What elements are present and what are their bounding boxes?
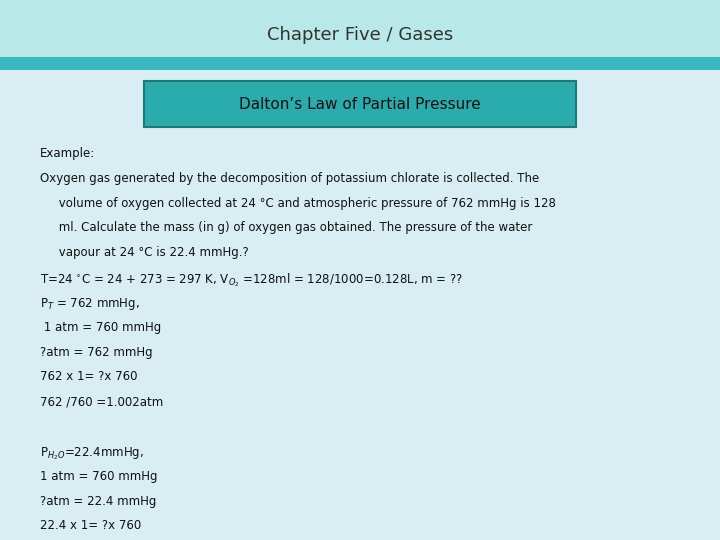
Bar (0, 57, 720, 70)
Text: 1 atm = 760 mmHg: 1 atm = 760 mmHg (40, 470, 157, 483)
Bar (0, 0, 720, 70)
Text: ?atm = 762 mmHg: ?atm = 762 mmHg (40, 346, 152, 359)
Text: P$_T$ = 762 mmHg,: P$_T$ = 762 mmHg, (40, 296, 140, 312)
Text: ml. Calculate the mass (in g) of oxygen gas obtained. The pressure of the water: ml. Calculate the mass (in g) of oxygen … (40, 221, 532, 234)
Text: Example:: Example: (40, 147, 95, 160)
Text: Oxygen gas generated by the decomposition of potassium chlorate is collected. Th: Oxygen gas generated by the decompositio… (40, 172, 539, 185)
Text: 1 atm = 760 mmHg: 1 atm = 760 mmHg (40, 321, 161, 334)
Text: 22.4 x 1= ?x 760: 22.4 x 1= ?x 760 (40, 519, 141, 532)
Text: P$_{H_{2}O}$=22.4mmHg,: P$_{H_{2}O}$=22.4mmHg, (40, 445, 143, 462)
Text: vapour at 24 °C is 22.4 mmHg.?: vapour at 24 °C is 22.4 mmHg.? (40, 246, 248, 259)
Text: 762 /760 =1.002atm: 762 /760 =1.002atm (40, 395, 163, 408)
Text: Chapter Five / Gases: Chapter Five / Gases (267, 26, 453, 44)
Text: ?atm = 22.4 mmHg: ?atm = 22.4 mmHg (40, 495, 156, 508)
Text: Dalton’s Law of Partial Pressure: Dalton’s Law of Partial Pressure (239, 97, 481, 112)
Bar (144, 81, 576, 127)
Text: volume of oxygen collected at 24 °C and atmospheric pressure of 762 mmHg is 128: volume of oxygen collected at 24 °C and … (40, 197, 555, 210)
Text: 762 x 1= ?x 760: 762 x 1= ?x 760 (40, 370, 137, 383)
Text: T=24 $^{\circ}$C = 24 + 273 = 297 K, V$_{O_2}$ =128ml = 128/1000=0.128L, m = ??: T=24 $^{\circ}$C = 24 + 273 = 297 K, V$_… (40, 271, 463, 289)
